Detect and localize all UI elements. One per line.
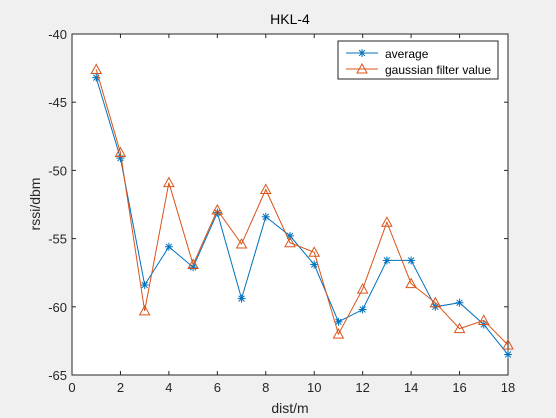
data-point-average <box>261 212 270 221</box>
y-tick-label: -65 <box>48 368 67 383</box>
data-point-gaussian <box>259 183 272 194</box>
data-point-average <box>140 280 149 289</box>
y-tick-label: -60 <box>48 300 67 315</box>
x-tick-label: 6 <box>214 380 221 395</box>
axis-ticks: 0 2 4 6 8 10 12 14 16 18 -40 -45 -50 -55 -60 -65 <box>48 27 515 395</box>
data-point-gaussian <box>163 176 175 188</box>
data-point-gaussian <box>90 63 103 74</box>
series-line <box>95 77 509 355</box>
data-point-average <box>237 294 246 303</box>
data-point-gaussian <box>405 277 417 289</box>
x-tick-label: 12 <box>355 380 369 395</box>
y-tick-label: -55 <box>48 232 67 247</box>
data-point-gaussian <box>308 246 321 257</box>
legend-marker-triangle <box>356 62 368 74</box>
x-tick-label: 0 <box>68 380 75 395</box>
data-point-gaussian <box>502 338 514 350</box>
x-tick-label: 8 <box>262 380 269 395</box>
x-tick-label: 16 <box>452 380 466 395</box>
data-point-average <box>382 256 391 265</box>
x-tick-label: 14 <box>404 380 418 395</box>
data-point-gaussian <box>381 216 393 227</box>
series-layer <box>90 63 514 359</box>
data-point-average <box>455 298 464 307</box>
data-point-gaussian <box>332 328 345 339</box>
data-point-gaussian <box>211 203 224 215</box>
data-point-gaussian <box>429 296 442 308</box>
legend: average gaussian filter value <box>337 40 499 80</box>
plot-area <box>71 33 509 376</box>
data-point-gaussian <box>453 322 466 334</box>
data-point-gaussian <box>138 304 151 316</box>
data-point-average <box>310 260 319 269</box>
data-point-average <box>358 305 367 314</box>
data-point-gaussian <box>114 146 127 158</box>
y-tick-label: -50 <box>48 163 67 178</box>
x-tick-label: 4 <box>165 380 172 395</box>
x-axis-label: dist/m <box>271 400 308 416</box>
x-tick-label: 2 <box>117 380 124 395</box>
data-point-average <box>407 256 416 265</box>
y-tick-label: -40 <box>48 27 67 42</box>
data-point-gaussian <box>235 238 248 249</box>
legend-swatch-average <box>346 49 378 57</box>
chart-title: HKL-4 <box>270 11 310 27</box>
data-point-average <box>504 350 512 359</box>
series-gaussian-filter <box>90 63 514 350</box>
data-point-average <box>164 242 173 251</box>
data-point-gaussian <box>356 283 369 294</box>
data-point-gaussian <box>284 236 296 248</box>
x-tick-label: 18 <box>501 380 515 395</box>
data-point-gaussian <box>477 314 490 325</box>
legend-label-average: average <box>385 47 429 61</box>
x-tick-label: 10 <box>307 380 321 395</box>
y-tick-label: -45 <box>48 95 67 110</box>
y-axis-label: rssi/dbm <box>27 178 43 231</box>
legend-label-gaussian: gaussian filter value <box>385 63 491 77</box>
legend-swatch-gaussian <box>346 62 378 74</box>
data-point-gaussian <box>187 258 199 270</box>
legend-marker-asterisk <box>358 49 366 57</box>
data-point-average <box>334 317 343 326</box>
